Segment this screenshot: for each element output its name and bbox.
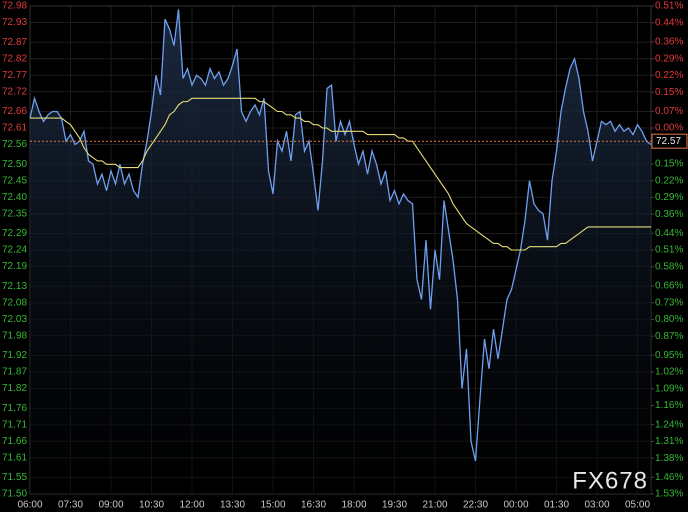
y-tick-label: 72.93 (2, 17, 27, 28)
y2-tick-label: 0.58% (655, 261, 683, 272)
y-tick-label: 72.03 (2, 314, 27, 325)
x-tick-label: 00:00 (503, 500, 528, 511)
y-tick-label: 71.87 (2, 367, 27, 378)
x-tick-label: 03:00 (584, 500, 609, 511)
y-tick-label: 72.56 (2, 139, 27, 150)
series-line (30, 97, 651, 251)
y2-tick-label: 0.95% (655, 350, 683, 361)
y2-tick-label: 0.51% (655, 1, 683, 12)
x-tick-label: 06:00 (17, 500, 42, 511)
y-tick-label: 71.66 (2, 436, 27, 447)
x-tick-label: 13:30 (220, 500, 245, 511)
y2-tick-label: 1.24% (655, 419, 683, 430)
y-tick-label: 71.82 (2, 383, 27, 394)
y2-tick-label: 0.07% (655, 106, 683, 117)
y2-tick-label: 0.44% (655, 228, 683, 239)
x-tick-label: 09:00 (98, 500, 123, 511)
y2-tick-label: 1.31% (655, 436, 683, 447)
x-tick-label: 22:30 (463, 500, 488, 511)
series-line (29, 9, 652, 462)
y-tick-label: 72.77 (2, 70, 27, 81)
y2-tick-label: 0.36% (655, 209, 683, 220)
y-tick-label: 71.98 (2, 330, 27, 341)
y-tick-label: 72.13 (2, 281, 27, 292)
y2-tick-label: 1.09% (655, 383, 683, 394)
reference-label: 72.57 (656, 136, 681, 147)
x-tick-label: 07:30 (58, 500, 83, 511)
y-tick-label: 72.87 (2, 37, 27, 48)
y2-tick-label: 0.00% (655, 123, 683, 134)
y-tick-label: 71.71 (2, 419, 27, 430)
y2-tick-label: 0.44% (655, 17, 683, 28)
y2-tick-label: 1.46% (655, 472, 683, 483)
y-tick-label: 72.61 (2, 123, 27, 134)
y2-tick-label: 0.29% (655, 192, 683, 203)
y-tick-label: 72.35 (2, 208, 27, 219)
y2-tick-label: 1.38% (655, 453, 683, 464)
y2-tick-label: 0.15% (655, 87, 683, 98)
y2-tick-label: 1.16% (655, 400, 683, 411)
x-tick-label: 19:30 (382, 500, 407, 511)
reference-box (651, 133, 688, 149)
x-tick-label: 10:30 (139, 500, 164, 511)
x-tick-label: 12:00 (179, 500, 204, 511)
y-tick-label: 72.72 (2, 86, 27, 97)
y2-tick-label: 0.66% (655, 281, 683, 292)
y2-tick-label: 0.73% (655, 297, 683, 308)
y2-tick-label: 1.02% (655, 367, 683, 378)
y-tick-label: 71.61 (2, 452, 27, 463)
area-fill (30, 9, 651, 495)
y-tick-label: 71.92 (2, 350, 27, 361)
x-tick-label: 18:00 (341, 500, 366, 511)
y2-tick-label: 0.80% (655, 314, 683, 325)
y-tick-label: 72.29 (2, 228, 27, 239)
y2-tick-label: 1.53% (655, 489, 683, 500)
x-tick-label: 21:00 (422, 500, 447, 511)
y2-tick-label: 0.87% (655, 331, 683, 342)
x-tick-label: 16:30 (301, 500, 326, 511)
y2-tick-label: 0.22% (655, 70, 683, 81)
y-tick-label: 72.40 (2, 192, 27, 203)
y2-tick-label: 0.22% (655, 175, 683, 186)
x-tick-label: 15:00 (260, 500, 285, 511)
y-tick-label: 72.66 (2, 106, 27, 117)
y-tick-label: 71.50 (2, 489, 27, 500)
y-tick-label: 71.76 (2, 403, 27, 414)
watermark: FX678 (572, 467, 648, 494)
y2-tick-label: 0.51% (655, 245, 683, 256)
y2-tick-label: 0.29% (655, 53, 683, 64)
y-tick-label: 72.50 (2, 159, 27, 170)
y-tick-label: 72.82 (2, 53, 27, 64)
y-tick-label: 72.08 (2, 297, 27, 308)
y-tick-label: 72.24 (2, 245, 27, 256)
y-tick-label: 72.45 (2, 175, 27, 186)
x-tick-label: 01:30 (544, 500, 569, 511)
y-tick-label: 72.19 (2, 261, 27, 272)
y-tick-label: 72.98 (2, 1, 27, 12)
y-tick-label: 71.55 (2, 472, 27, 483)
y2-tick-label: 0.36% (655, 37, 683, 48)
x-tick-label: 05:00 (625, 500, 650, 511)
y2-tick-label: 0.15% (655, 159, 683, 170)
